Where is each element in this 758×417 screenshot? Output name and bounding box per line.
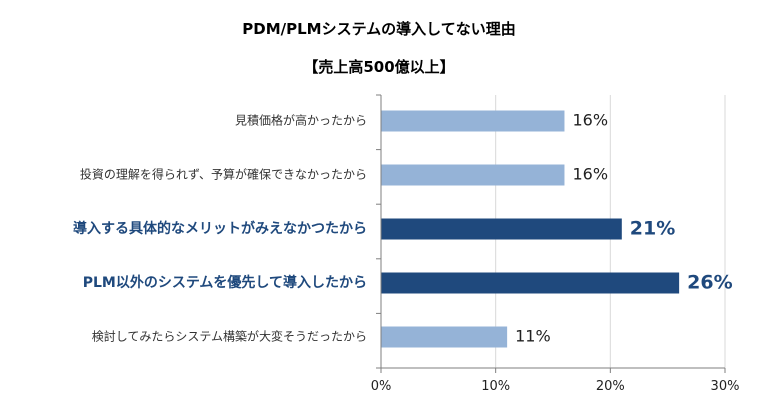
bar	[381, 218, 622, 240]
category-label: 検討してみたらシステム構築が大変そうだったから	[92, 329, 367, 344]
x-tick-label: 0%	[371, 379, 392, 394]
category-label: 見積価格が高かったから	[235, 113, 367, 128]
data-label: 26%	[687, 272, 732, 294]
data-label: 16%	[572, 111, 608, 130]
chart-title: PDM/PLMシステムの導入してない理由	[242, 20, 516, 38]
data-label: 11%	[515, 327, 551, 346]
category-label: 投資の理解を得られず、予算が確保できなかったから	[80, 167, 367, 182]
data-label: 21%	[630, 218, 675, 240]
chart-subtitle: 【売上高500億以上】	[303, 58, 455, 76]
bar	[381, 110, 565, 132]
x-tick-label: 10%	[481, 379, 510, 394]
category-label: 導入する具体的なメリットがみえなかつたから	[73, 220, 367, 237]
category-label: PLM以外のシステムを優先して導入したから	[83, 274, 367, 291]
x-tick-label: 20%	[596, 379, 625, 394]
bar	[381, 326, 508, 348]
x-tick-label: 30%	[711, 379, 740, 394]
bar	[381, 272, 680, 294]
bar	[381, 164, 565, 186]
data-label: 16%	[572, 165, 608, 184]
